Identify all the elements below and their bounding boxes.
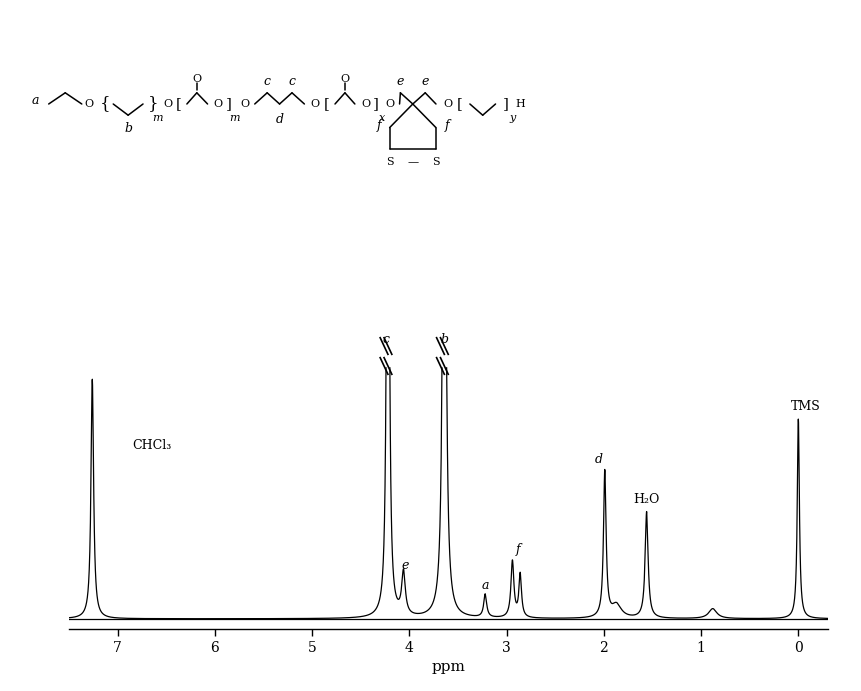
X-axis label: ppm: ppm [430,660,465,674]
Text: —: — [406,157,418,167]
Text: ]: ] [225,97,231,111]
Text: TMS: TMS [790,399,820,413]
Text: e: e [396,75,404,88]
Text: m: m [152,113,163,123]
Text: S: S [431,157,439,167]
Text: f: f [376,119,381,132]
Text: O: O [310,99,319,109]
Text: e: e [421,75,429,88]
Text: [: [ [176,97,182,111]
Text: b: b [440,333,448,346]
Text: ]: ] [372,97,378,111]
Text: O: O [340,74,349,84]
Text: [: [ [456,97,462,111]
Text: y: y [508,113,515,123]
Text: H₂O: H₂O [633,493,659,506]
Text: x: x [379,113,385,123]
Text: f: f [444,119,449,132]
Text: O: O [214,99,223,109]
Text: O: O [192,74,201,84]
Text: d: d [276,113,283,126]
Bar [379,346,394,366]
Text: O: O [443,99,451,109]
Text: d: d [594,453,602,466]
Text: O: O [163,99,172,109]
Text: CHCl₃: CHCl₃ [132,439,171,453]
Text: }: } [147,95,158,113]
Text: ]: ] [502,97,508,111]
Text: b: b [124,122,132,135]
Text: O: O [385,99,393,109]
Text: {: { [100,95,110,113]
Text: [: [ [324,97,329,111]
Text: m: m [228,113,239,123]
Text: c: c [288,75,295,88]
Text: H: H [515,99,524,109]
Text: e: e [400,559,408,572]
Text: f: f [515,542,519,556]
Text: a: a [32,95,39,107]
Bar [435,346,450,366]
Text: a: a [481,579,488,592]
Text: c: c [263,75,270,88]
Text: c: c [382,333,389,346]
Text: O: O [361,99,369,109]
Text: O: O [84,99,94,109]
Text: O: O [240,99,249,109]
Text: S: S [386,157,393,167]
